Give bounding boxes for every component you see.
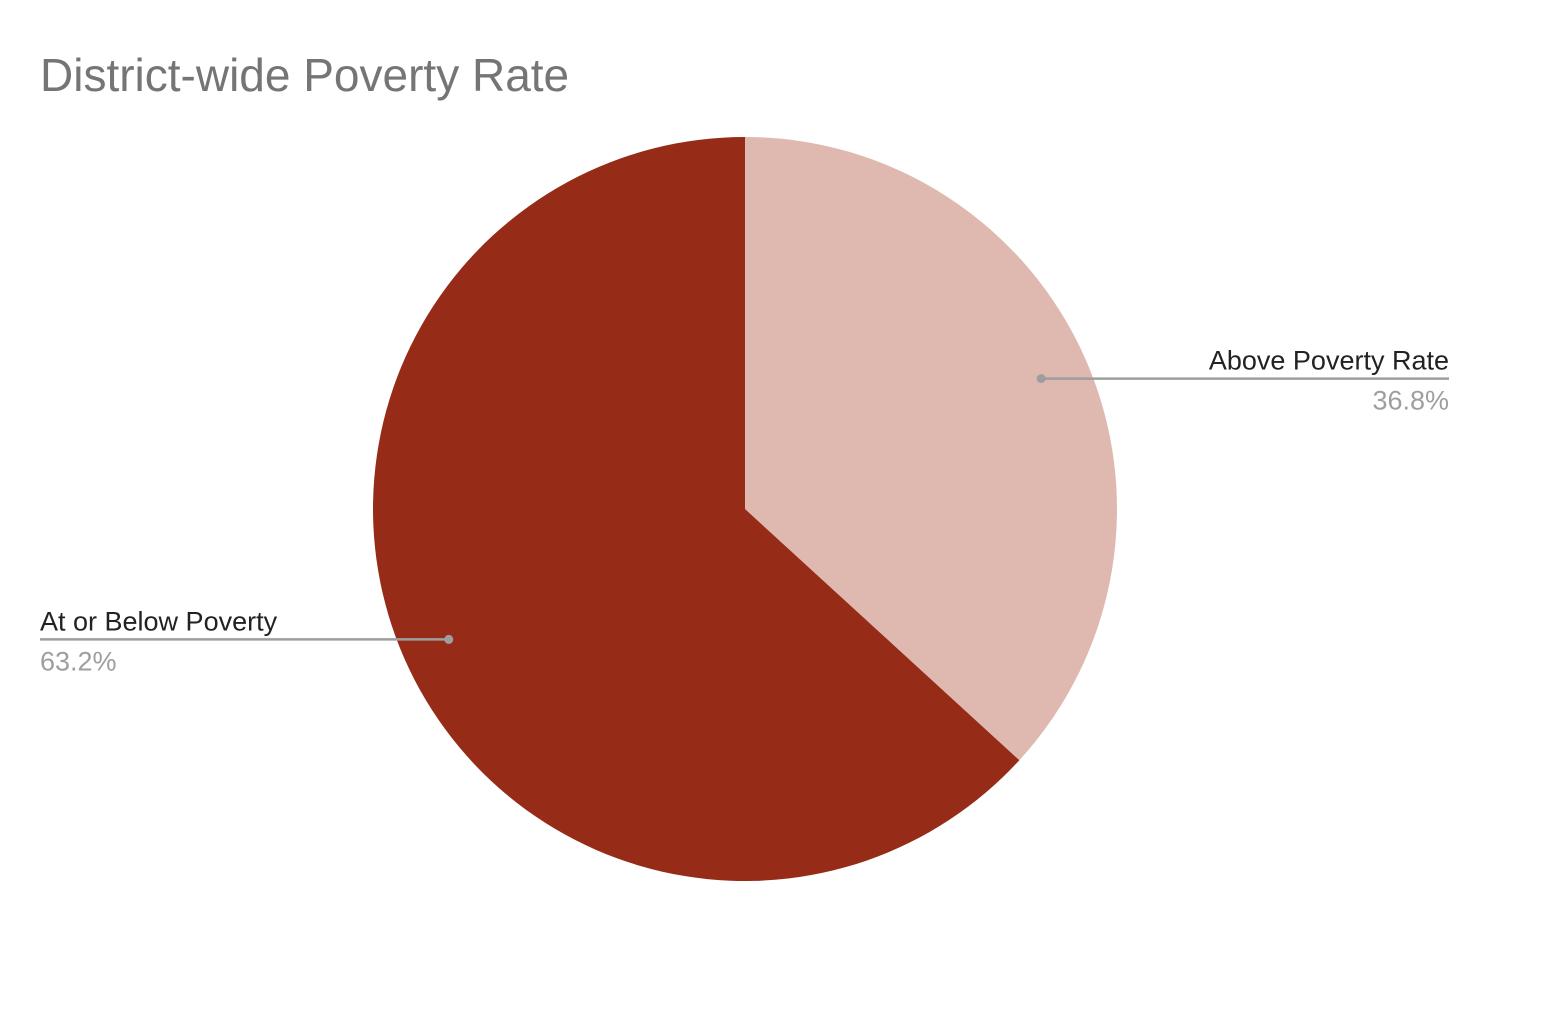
leader-dot-above-poverty-rate	[1036, 374, 1046, 384]
slice-name-label: At or Below Poverty	[40, 606, 278, 636]
pie-slice-at-or-below-poverty	[373, 137, 1020, 881]
pie-slice-above-poverty-rate	[745, 137, 1117, 761]
chart-title: District-wide Poverty Rate	[40, 49, 570, 101]
pie-slices	[373, 137, 1117, 881]
pie-callouts: Above Poverty Rate 36.8% At or Below Pover…	[40, 346, 1449, 676]
slice-value-label: 36.8%	[1372, 386, 1449, 416]
leader-dot-at-or-below-poverty	[444, 634, 454, 644]
slice-value-label: 63.2%	[40, 646, 117, 676]
slice-name-label: Above Poverty Rate	[1209, 346, 1449, 376]
